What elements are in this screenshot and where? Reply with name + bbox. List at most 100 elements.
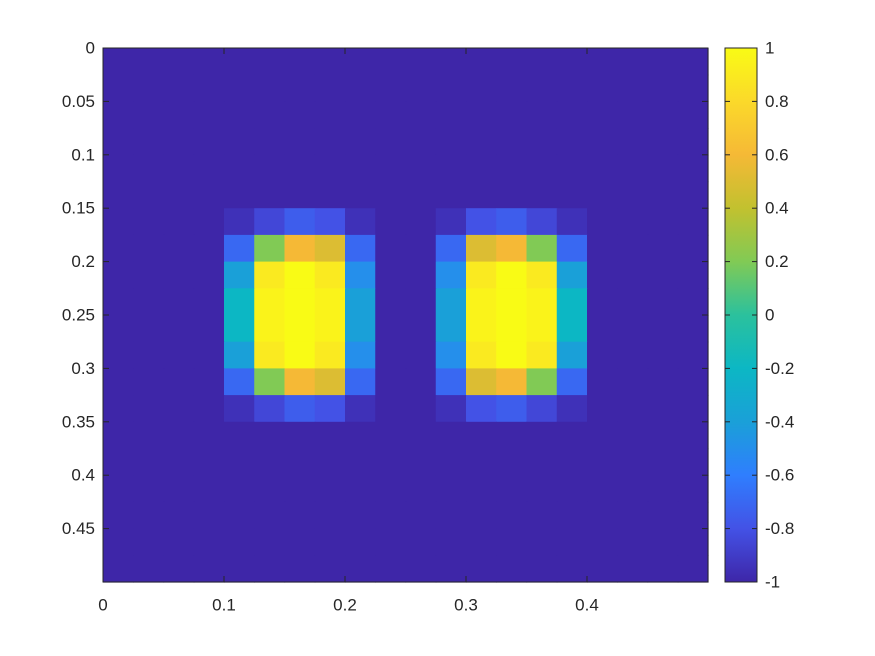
- heat-cell: [405, 448, 437, 476]
- heat-cell: [163, 101, 195, 129]
- heat-cell: [496, 501, 528, 530]
- heat-cell: [375, 288, 407, 316]
- heat-cell: [133, 181, 165, 209]
- heat-cell: [375, 128, 407, 156]
- heat-cell: [617, 368, 649, 396]
- heat-cell: [284, 341, 316, 369]
- heat-cell: [103, 475, 134, 503]
- heat-cell: [314, 74, 346, 102]
- heat-cell: [224, 154, 255, 183]
- heat-cell: [193, 395, 225, 423]
- heat-cell: [163, 48, 195, 76]
- heat-cell: [375, 315, 407, 343]
- heat-cell: [647, 74, 679, 102]
- heat-cell: [405, 128, 437, 156]
- heat-cell: [587, 74, 618, 102]
- heat-cell: [254, 154, 286, 183]
- heat-cell: [375, 448, 407, 476]
- heat-cell: [647, 395, 679, 423]
- heat-cell: [163, 234, 195, 263]
- heat-cell: [677, 181, 709, 209]
- heat-cell: [193, 128, 225, 156]
- y-tick-label: 0.35: [62, 412, 95, 431]
- heat-cell: [345, 341, 376, 369]
- heat-cell: [405, 261, 437, 289]
- heat-cell: [224, 181, 255, 209]
- heat-cell: [405, 421, 437, 450]
- heat-cell: [224, 368, 255, 396]
- heat-cell: [345, 395, 376, 423]
- y-tick-label: 0.1: [71, 145, 95, 164]
- heat-cell: [103, 208, 134, 236]
- heat-cell: [677, 421, 709, 450]
- heat-cell: [375, 528, 407, 556]
- heat-cell: [284, 315, 316, 343]
- colorbar-tick-label: 0.8: [765, 92, 789, 111]
- heat-cell: [496, 368, 528, 396]
- heat-cell: [163, 368, 195, 396]
- heat-cell: [133, 234, 165, 263]
- heat-cell: [526, 448, 558, 476]
- heat-cell: [254, 261, 286, 289]
- colorbar-tick-label: 0.2: [765, 252, 789, 271]
- heat-cell: [556, 288, 588, 316]
- heat-cell: [405, 288, 437, 316]
- heat-cell: [496, 101, 528, 129]
- heat-cell: [647, 208, 679, 236]
- heat-cell: [133, 368, 165, 396]
- heat-cell: [314, 528, 346, 556]
- heat-cell: [496, 341, 528, 369]
- heat-cell: [284, 261, 316, 289]
- heat-cell: [435, 528, 467, 556]
- heat-cell: [435, 501, 467, 530]
- heat-cell: [254, 48, 286, 76]
- heat-cell: [224, 528, 255, 556]
- heat-cell: [405, 341, 437, 369]
- heat-cell: [526, 341, 558, 369]
- heat-cell: [526, 315, 558, 343]
- heat-cell: [314, 128, 346, 156]
- heat-cell: [556, 208, 588, 236]
- heat-cell: [435, 315, 467, 343]
- heat-cell: [314, 234, 346, 263]
- heat-cell: [677, 208, 709, 236]
- heat-cell: [466, 234, 497, 263]
- heat-cell: [647, 101, 679, 129]
- heat-cell: [647, 368, 679, 396]
- heat-cell: [587, 395, 618, 423]
- heat-cell: [103, 501, 134, 530]
- heat-cell: [526, 475, 558, 503]
- heat-cell: [284, 528, 316, 556]
- heat-cell: [556, 555, 588, 583]
- heat-cell: [647, 421, 679, 450]
- heat-cell: [224, 234, 255, 263]
- heat-cell: [526, 48, 558, 76]
- heat-cell: [254, 181, 286, 209]
- heat-cell: [587, 475, 618, 503]
- heat-cell: [103, 128, 134, 156]
- heat-cell: [133, 341, 165, 369]
- heat-cell: [284, 395, 316, 423]
- heat-cell: [103, 288, 134, 316]
- heat-cell: [284, 448, 316, 476]
- heat-cell: [466, 448, 497, 476]
- heat-cell: [526, 528, 558, 556]
- heat-cell: [224, 475, 255, 503]
- heat-cell: [345, 421, 376, 450]
- heat-cell: [466, 261, 497, 289]
- heat-cell: [284, 181, 316, 209]
- y-tick-label: 0: [86, 38, 95, 57]
- heat-cell: [345, 555, 376, 583]
- heat-cell: [133, 501, 165, 530]
- heat-cell: [556, 74, 588, 102]
- heat-cell: [133, 288, 165, 316]
- heat-cell: [496, 448, 528, 476]
- heat-cell: [375, 48, 407, 76]
- colorbar-tick-label: -0.2: [765, 359, 794, 378]
- heat-cell: [224, 315, 255, 343]
- heat-cell: [314, 208, 346, 236]
- heat-cell: [375, 475, 407, 503]
- heat-cell: [526, 74, 558, 102]
- y-tick-label: 0.25: [62, 305, 95, 324]
- heat-cell: [466, 154, 497, 183]
